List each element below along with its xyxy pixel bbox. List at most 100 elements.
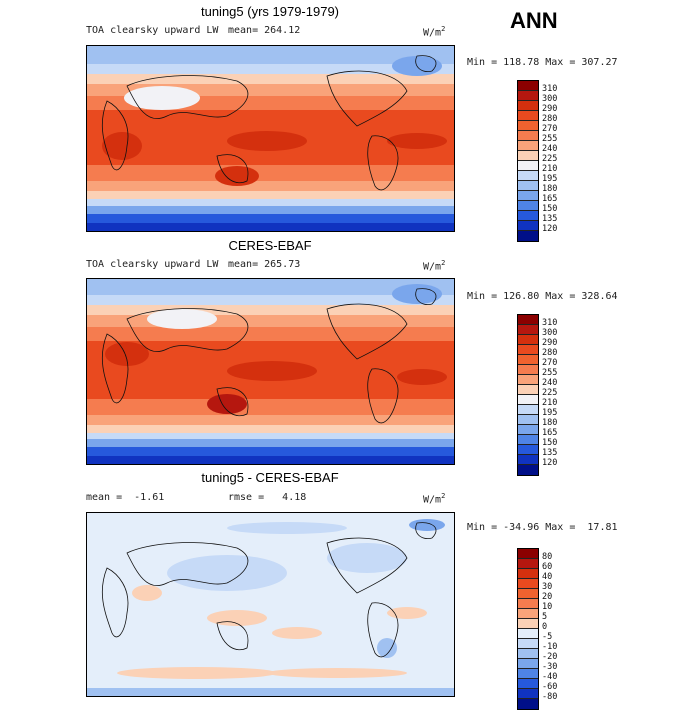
panel2-colorbar bbox=[517, 314, 539, 476]
panel3-colorbar-swatch bbox=[518, 649, 538, 659]
panel3-colorbar-tick-label: -40 bbox=[542, 672, 558, 682]
panel3-colorbar-tick-label: 0 bbox=[542, 622, 548, 632]
panel2-colorbar-swatch bbox=[518, 345, 538, 355]
panel3-colorbar-tick-label: 30 bbox=[542, 582, 553, 592]
panel2-mean-label: mean= 265.73 bbox=[228, 259, 301, 270]
panel1-colorbar-tick-label: 135 bbox=[542, 214, 558, 224]
panel3-colorbar-ticks: 80 60 40 30 20 10 5 0 -5 -10 -20 -30 -40 -60 -80 bbox=[542, 548, 582, 708]
panel3-colorbar bbox=[517, 548, 539, 710]
panel1-map bbox=[86, 45, 455, 232]
panel2-colorbar-swatch bbox=[518, 415, 538, 425]
panel1-colorbar-tick-label: 280 bbox=[542, 114, 558, 124]
panel1-map-svg bbox=[87, 46, 454, 231]
panel3-colorbar-swatch bbox=[518, 669, 538, 679]
panel1-colorbar-tick-label: 240 bbox=[542, 144, 558, 154]
panel1-colorbar-swatch bbox=[518, 81, 538, 91]
panel1-mean-label: mean= 264.12 bbox=[228, 25, 301, 36]
panel2-colorbar-tick-label: 270 bbox=[542, 358, 558, 368]
panel1-variable-label: TOA clearsky upward LW bbox=[86, 25, 219, 36]
panel2-colorbar-tick-label: 300 bbox=[542, 328, 558, 338]
panel1-colorbar-tick-label: 120 bbox=[542, 224, 558, 234]
panel3-map bbox=[86, 512, 455, 697]
panel1-colorbar-tick-label: 255 bbox=[542, 134, 558, 144]
panel1-colorbar-swatch bbox=[518, 211, 538, 221]
panel2-title: CERES-EBAF bbox=[228, 238, 312, 253]
panel1-colorbar-tick-label: 195 bbox=[542, 174, 558, 184]
panel1-colorbar-swatch bbox=[518, 131, 538, 141]
panel3-colorbar-swatch bbox=[518, 609, 538, 619]
panel1-colorbar-swatch bbox=[518, 151, 538, 161]
panel1-colorbar-tick-label: 310 bbox=[542, 84, 558, 94]
panel2-colorbar-swatch bbox=[518, 435, 538, 445]
panel3-colorbar-swatch bbox=[518, 639, 538, 649]
panel3-colorbar-tick-label: -30 bbox=[542, 662, 558, 672]
panel3-colorbar-swatch bbox=[518, 679, 538, 689]
panel2-variable-label: TOA clearsky upward LW bbox=[86, 259, 219, 270]
panel2-colorbar-tick-label: 310 bbox=[542, 318, 558, 328]
panel1-colorbar-swatch bbox=[518, 91, 538, 101]
panel2-colorbar-ticks: 310 300 290 280 270 255 240 225 210 195 180 165 150 1… bbox=[542, 314, 582, 474]
panel3-colorbar-tick-label: 80 bbox=[542, 552, 553, 562]
panel2-minmax: Min = 126.80 Max = 328.64 bbox=[467, 291, 618, 302]
panel1-colorbar-tick-label: 150 bbox=[542, 204, 558, 214]
panel2-units: W/m2 bbox=[423, 259, 446, 273]
panel2-colorbar-swatch bbox=[518, 385, 538, 395]
panel2-colorbar-tick-label: 280 bbox=[542, 348, 558, 358]
panel2-colorbar-swatch bbox=[518, 465, 538, 475]
panel2-colorbar-swatch bbox=[518, 315, 538, 325]
panel3-colorbar-tick-label: -80 bbox=[542, 692, 558, 702]
panel2-colorbar-tick-label: 135 bbox=[542, 448, 558, 458]
panel1-colorbar-tick-label: 210 bbox=[542, 164, 558, 174]
panel1-colorbar-swatch bbox=[518, 161, 538, 171]
panel2-colorbar-swatch bbox=[518, 365, 538, 375]
panel3-colorbar-tick-label: 5 bbox=[542, 612, 548, 622]
panel1-minmax: Min = 118.78 Max = 307.27 bbox=[467, 57, 618, 68]
panel2-colorbar-tick-label: 120 bbox=[542, 458, 558, 468]
panel3-colorbar-tick-label: -5 bbox=[542, 632, 553, 642]
panel2-colorbar-swatch bbox=[518, 455, 538, 465]
panel3-colorbar-swatch bbox=[518, 569, 538, 579]
panel2-colorbar-tick-label: 290 bbox=[542, 338, 558, 348]
panel3-colorbar-swatch bbox=[518, 549, 538, 559]
panel1-colorbar-swatch bbox=[518, 111, 538, 121]
panel3-colorbar-swatch bbox=[518, 599, 538, 609]
panel3-colorbar-tick-label: 60 bbox=[542, 562, 553, 572]
panel2-colorbar-swatch bbox=[518, 445, 538, 455]
panel2-colorbar-swatch bbox=[518, 355, 538, 365]
panel3-colorbar-swatch bbox=[518, 589, 538, 599]
panel3-colorbar-swatch bbox=[518, 629, 538, 639]
panel1-colorbar-swatch bbox=[518, 201, 538, 211]
panel1-colorbar-tick-label: 290 bbox=[542, 104, 558, 114]
panel3-mean-label: mean = -1.61 bbox=[86, 492, 165, 503]
panel1-colorbar-ticks: 310 300 290 280 270 255 240 225 210 195 180 165 150 1… bbox=[542, 80, 582, 240]
panel2-colorbar-tick-label: 240 bbox=[542, 378, 558, 388]
panel3-colorbar-swatch bbox=[518, 579, 538, 589]
panel2-map bbox=[86, 278, 455, 465]
panel1-colorbar-swatch bbox=[518, 171, 538, 181]
panel2-colorbar-tick-label: 225 bbox=[542, 388, 558, 398]
panel1-colorbar-tick-label: 165 bbox=[542, 194, 558, 204]
panel3-map-svg bbox=[87, 513, 454, 696]
panel2-colorbar-tick-label: 165 bbox=[542, 428, 558, 438]
panel3-colorbar-swatch bbox=[518, 659, 538, 669]
panel2-colorbar-tick-label: 150 bbox=[542, 438, 558, 448]
panel2-colorbar-swatch bbox=[518, 395, 538, 405]
panel2-colorbar-tick-label: 255 bbox=[542, 368, 558, 378]
panel1-title: tuning5 (yrs 1979-1979) bbox=[200, 4, 340, 19]
panel2-colorbar-swatch bbox=[518, 335, 538, 345]
panel1-colorbar-swatch bbox=[518, 221, 538, 231]
panel1-colorbar-tick-label: 180 bbox=[542, 184, 558, 194]
panel3-colorbar-tick-label: 20 bbox=[542, 592, 553, 602]
panel1-colorbar-swatch bbox=[518, 191, 538, 201]
panel1-colorbar-tick-label: 225 bbox=[542, 154, 558, 164]
panel3-colorbar-tick-label: -10 bbox=[542, 642, 558, 652]
panel3-minmax: Min = -34.96 Max = 17.81 bbox=[467, 522, 618, 533]
panel2-colorbar-swatch bbox=[518, 375, 538, 385]
panel2-colorbar-swatch bbox=[518, 405, 538, 415]
figure-label: ANN bbox=[510, 8, 558, 33]
panel3-colorbar-tick-label: 40 bbox=[542, 572, 553, 582]
panel3-colorbar-tick-label: 10 bbox=[542, 602, 553, 612]
panel2-colorbar-swatch bbox=[518, 325, 538, 335]
panel3-colorbar-tick-label: -20 bbox=[542, 652, 558, 662]
panel3-title: tuning5 - CERES-EBAF bbox=[201, 470, 339, 485]
